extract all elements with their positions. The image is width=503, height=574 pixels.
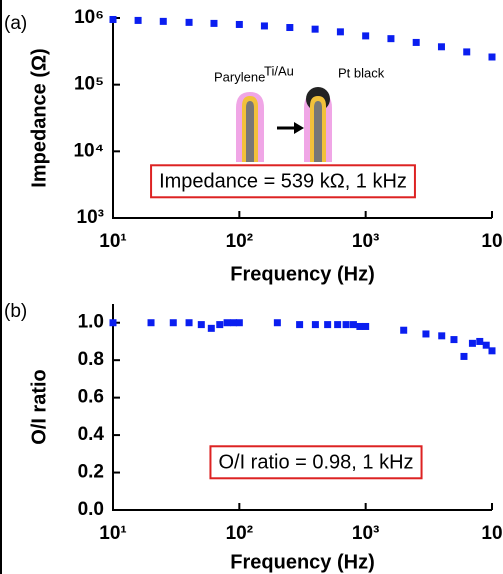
- inset-diagram: [236, 87, 332, 162]
- data-point: [169, 319, 177, 327]
- data-point: [362, 32, 370, 40]
- x-tick-label: 10¹: [99, 523, 126, 544]
- core-shape: [314, 101, 322, 162]
- data-point: [400, 326, 408, 334]
- data-point: [109, 319, 117, 327]
- data-point: [362, 322, 370, 330]
- y-tick-label: 10⁵: [74, 74, 104, 95]
- x-tick-label: 10¹: [99, 231, 126, 252]
- annotation: O/I ratio = 0.98, 1 kHz: [218, 451, 413, 473]
- x-axis-label: Frequency (Hz): [230, 263, 374, 285]
- y-tick-label: 10⁶: [74, 7, 104, 28]
- data-point: [342, 321, 350, 329]
- data-point: [324, 321, 332, 329]
- arrow-head: [294, 122, 304, 134]
- data-point: [412, 38, 420, 46]
- data-point: [311, 25, 319, 33]
- y-tick-label: 0.8: [78, 349, 104, 370]
- data-point: [260, 22, 268, 30]
- data-point: [134, 16, 142, 24]
- data-point: [223, 319, 231, 327]
- x-tick-label: 10²: [226, 231, 253, 252]
- data-point: [437, 43, 445, 51]
- data-point: [197, 321, 205, 329]
- data-point: [159, 17, 167, 25]
- y-tick-label: 10⁴: [73, 140, 104, 161]
- data-point: [488, 53, 496, 61]
- data-point: [235, 20, 243, 28]
- data-point: [334, 321, 342, 329]
- data-point: [216, 321, 224, 329]
- panel-label: (a): [4, 13, 27, 34]
- core-shape: [246, 101, 254, 162]
- data-point: [482, 341, 490, 349]
- data-point: [463, 48, 471, 56]
- data-point: [296, 321, 304, 329]
- panel-label: (b): [4, 301, 27, 322]
- inset-label: Ti/Au: [264, 63, 294, 78]
- data-point: [109, 15, 117, 23]
- data-point: [185, 319, 193, 327]
- data-point: [422, 330, 430, 338]
- data-point: [286, 24, 294, 32]
- data-point: [460, 352, 468, 360]
- data-point: [311, 321, 319, 329]
- data-point: [488, 347, 496, 355]
- data-point: [476, 337, 484, 345]
- annotation-box: [150, 164, 416, 199]
- data-point: [387, 35, 395, 43]
- inset-label: Pt black: [338, 65, 385, 80]
- y-axis-label: Impedance (Ω): [28, 48, 50, 187]
- y-tick-label: 0.2: [78, 462, 104, 483]
- data-point: [438, 332, 446, 340]
- data-point: [273, 319, 281, 327]
- x-axis-label: Frequency (Hz): [230, 551, 374, 573]
- y-tick-label: 10³: [77, 207, 104, 228]
- data-point: [207, 324, 215, 332]
- data-point: [349, 321, 357, 329]
- x-tick-label: 10: [481, 231, 502, 252]
- y-tick-label: 0.0: [78, 499, 104, 520]
- x-tick-label: 10: [481, 523, 502, 544]
- data-point: [210, 19, 218, 27]
- y-tick-label: 0.4: [78, 424, 105, 445]
- x-tick-label: 10³: [352, 231, 379, 252]
- data-point: [147, 319, 155, 327]
- data-point: [468, 339, 476, 347]
- y-tick-label: 1.0: [78, 312, 104, 333]
- x-tick-label: 10²: [226, 523, 253, 544]
- annotation: Impedance = 539 kΩ, 1 kHz: [159, 170, 407, 192]
- annotation-box: [209, 445, 423, 480]
- inset-label: Parylene: [214, 69, 265, 84]
- y-axis-label: O/I ratio: [28, 369, 50, 445]
- data-point: [356, 322, 364, 330]
- data-point: [336, 28, 344, 36]
- y-tick-label: 0.6: [78, 387, 104, 408]
- data-point: [230, 319, 238, 327]
- data-point: [450, 336, 458, 344]
- data-point: [235, 319, 243, 327]
- x-tick-label: 10³: [352, 523, 379, 544]
- data-point: [185, 18, 193, 26]
